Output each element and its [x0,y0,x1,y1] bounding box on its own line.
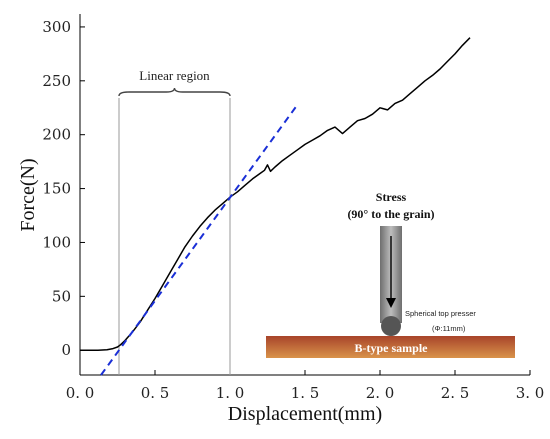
y-tick-label: 100 [42,233,71,251]
stress-label: Stress [376,190,407,204]
x-tick-label: 2. 5 [441,384,470,402]
y-tick-label: 250 [42,72,71,90]
x-axis-title: Displacement(mm) [228,403,382,425]
presser-label: Spherical top presser [405,309,476,318]
y-tick-label: 0 [61,341,71,359]
y-tick-label: 300 [42,18,71,36]
presser-diameter-label: (Φ:11mm) [432,324,466,333]
x-tick-label: 1. 5 [291,384,320,402]
series-layer [80,37,471,376]
region-label: Linear region [139,68,210,83]
linear-region-annotation: Linear region [118,68,231,375]
x-tick-label: 3. 0 [516,384,545,402]
stress-arrow-head-icon [386,298,396,308]
x-tick-label: 0. 0 [66,384,95,402]
y-tick-label: 200 [42,126,71,144]
region-brace [118,87,231,97]
y-axis-title: Force(N) [17,158,39,231]
force-displacement-line [80,37,471,351]
test-setup-illustration: Stress (90° to the grain) Spherical top … [266,190,515,358]
x-tick-label: 2. 0 [366,384,395,402]
stress-direction-label: (90° to the grain) [347,207,434,221]
ticks: 0. 0 0. 5 1. 0 1. 5 2. 0 2. 5 3. 0 0 50 100 150 200… [42,18,544,402]
sample-block [266,336,515,358]
x-tick-label: 0. 5 [141,384,170,402]
spherical-presser-icon [381,316,401,336]
sample-label: B-type sample [355,341,429,355]
linear-fit-line [100,106,297,376]
x-tick-label: 1. 0 [216,384,245,402]
y-tick-label: 150 [42,180,71,198]
y-tick-label: 50 [52,287,71,305]
